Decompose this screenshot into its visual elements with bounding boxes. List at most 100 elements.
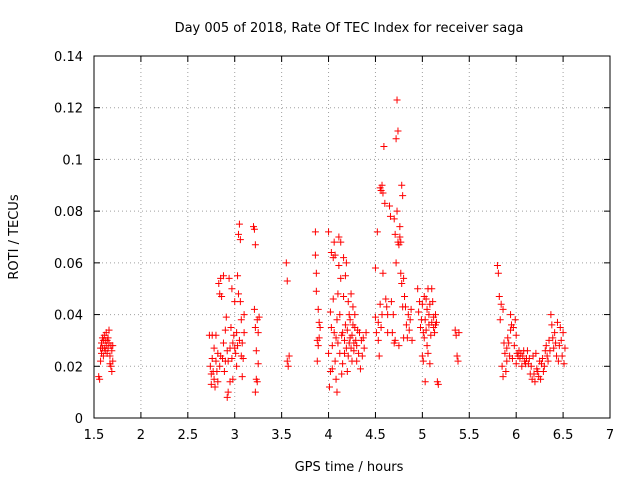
data-point <box>431 329 439 337</box>
data-point <box>495 292 503 300</box>
data-point <box>210 375 218 383</box>
data-point <box>371 313 379 321</box>
data-point <box>382 295 390 303</box>
data-point <box>106 352 114 360</box>
data-point <box>311 228 319 236</box>
data-point <box>415 308 423 316</box>
data-point <box>330 329 338 337</box>
data-point <box>235 220 243 228</box>
data-point <box>332 334 340 342</box>
data-point <box>109 357 117 365</box>
data-point <box>455 329 463 337</box>
data-point <box>311 251 319 259</box>
data-point <box>512 360 520 368</box>
data-point <box>392 259 400 267</box>
data-point <box>240 329 248 337</box>
data-point <box>544 357 552 365</box>
data-point <box>107 362 115 370</box>
data-point <box>282 259 290 267</box>
data-point <box>379 189 387 197</box>
data-point <box>253 378 261 386</box>
data-point <box>509 324 517 331</box>
data-point <box>418 352 426 360</box>
data-point <box>376 300 384 308</box>
data-point <box>397 269 405 277</box>
data-point <box>547 311 555 319</box>
data-point <box>427 331 435 339</box>
data-point <box>214 378 222 386</box>
data-point <box>228 285 236 293</box>
data-point <box>499 305 507 313</box>
data-point <box>325 383 333 391</box>
data-point <box>215 280 223 288</box>
data-point <box>527 362 535 370</box>
data-point <box>336 311 344 319</box>
data-point <box>377 324 385 331</box>
data-point <box>372 329 380 337</box>
data-point <box>346 316 354 324</box>
data-point <box>333 316 341 324</box>
data-point <box>251 388 259 396</box>
data-point <box>418 300 426 308</box>
data-point <box>508 355 516 363</box>
data-point <box>360 344 368 352</box>
x-tick-label: 6.5 <box>553 428 574 443</box>
data-point <box>432 318 440 326</box>
data-point <box>501 349 509 357</box>
data-point <box>220 367 228 375</box>
data-point <box>97 357 105 365</box>
data-point <box>326 308 334 316</box>
data-point <box>502 367 510 375</box>
data-point <box>356 365 364 373</box>
data-point <box>233 362 241 370</box>
data-point <box>335 233 343 241</box>
y-tick-label: 0.1 <box>62 153 83 168</box>
data-point <box>337 238 345 246</box>
data-point <box>210 344 218 352</box>
data-point <box>525 355 533 363</box>
data-point <box>224 388 232 396</box>
data-point <box>315 334 323 342</box>
data-point <box>548 321 556 329</box>
data-point <box>219 272 227 280</box>
data-point <box>237 316 245 324</box>
data-point <box>386 212 394 220</box>
data-point <box>453 352 461 360</box>
data-point <box>328 365 336 373</box>
data-point <box>340 349 348 357</box>
data-point <box>335 261 343 269</box>
data-point <box>316 324 324 331</box>
data-point <box>408 336 416 344</box>
data-point <box>405 326 413 334</box>
data-point <box>331 357 339 365</box>
data-point <box>283 357 291 365</box>
data-point <box>406 316 414 324</box>
data-point <box>255 313 263 321</box>
data-point <box>234 230 242 238</box>
y-axis-ticks: 0 0.02 0.04 0.06 0.08 0.1 0.12 0.14 <box>54 50 610 427</box>
y-tick-label: 0.02 <box>54 360 83 375</box>
data-point <box>380 143 388 150</box>
data-point <box>374 318 382 326</box>
data-point <box>343 326 351 334</box>
data-point <box>375 352 383 360</box>
data-point <box>233 329 241 337</box>
data-point <box>353 342 361 350</box>
data-point <box>546 347 554 355</box>
data-point <box>251 324 259 331</box>
data-point <box>398 280 406 288</box>
data-point <box>395 342 403 350</box>
data-point <box>400 274 408 282</box>
data-point <box>228 355 236 363</box>
data-point <box>391 336 399 344</box>
data-point <box>431 311 439 319</box>
data-point <box>499 373 507 381</box>
data-point <box>283 277 291 285</box>
data-point <box>434 380 442 388</box>
data-point <box>341 272 349 280</box>
data-point <box>399 192 407 200</box>
data-point <box>420 334 428 342</box>
data-point <box>507 311 515 319</box>
data-point <box>251 241 259 249</box>
data-point <box>426 360 434 368</box>
